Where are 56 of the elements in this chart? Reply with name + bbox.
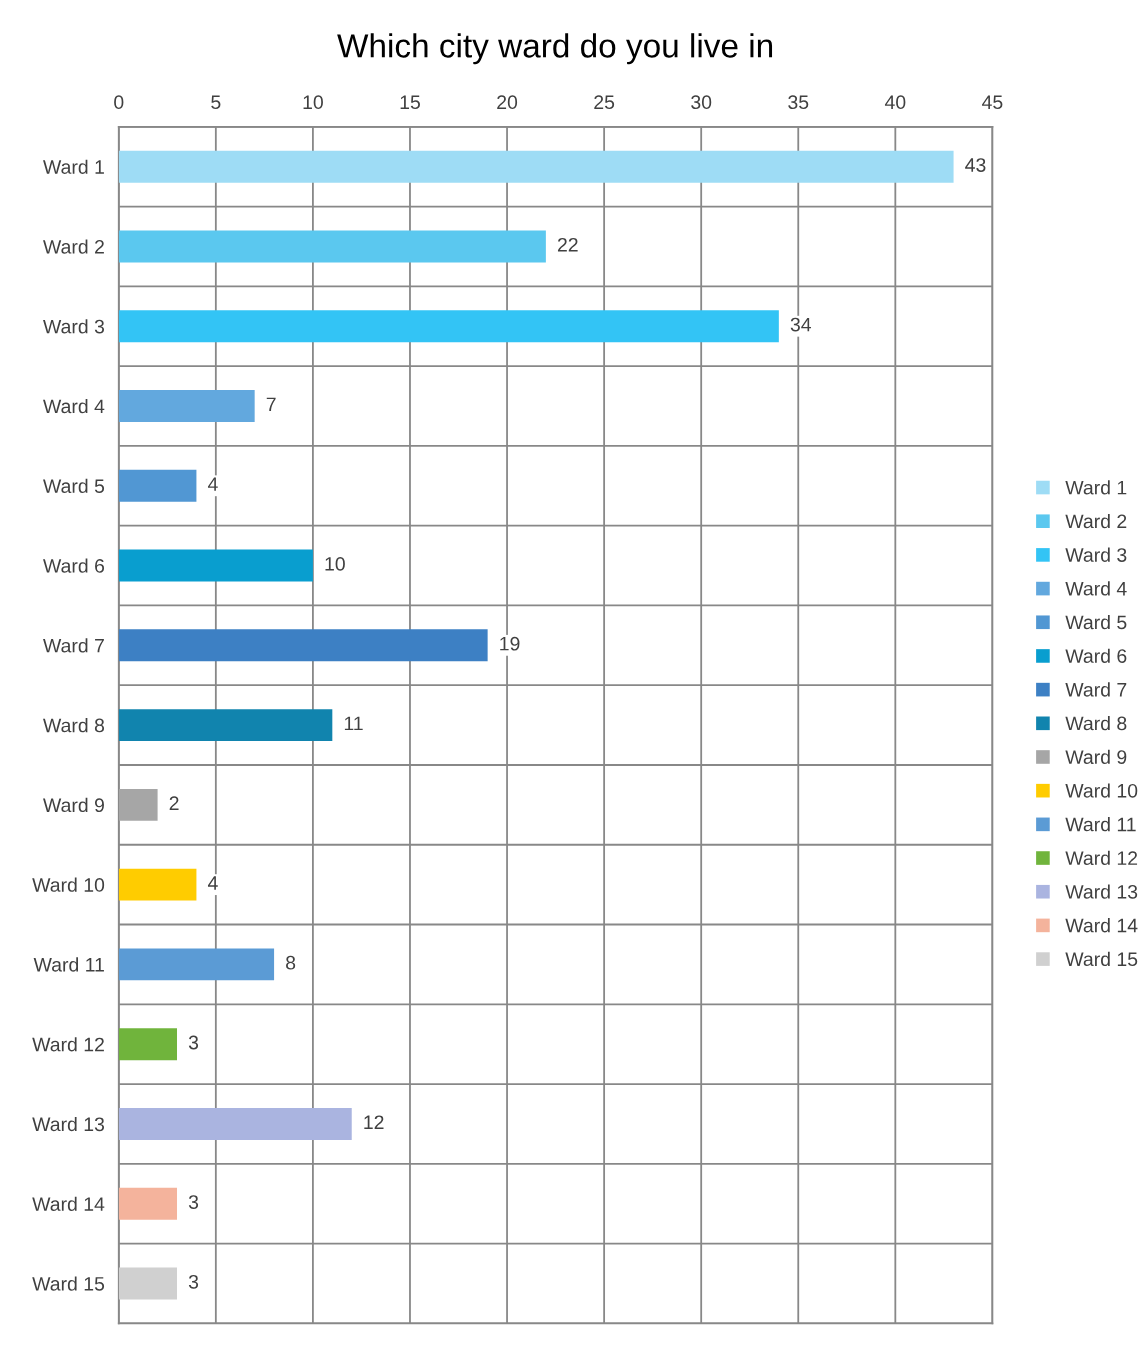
y-tick-label: Ward 4 [43, 398, 105, 414]
y-tick-label: Ward 3 [43, 319, 105, 334]
legend-label: Ward 7 [1065, 682, 1127, 697]
legend-label: Ward 11 [1065, 817, 1136, 832]
y-tick-label: Ward 13 [32, 1116, 105, 1132]
data-label: 4 [207, 876, 218, 890]
legend-label: Ward 8 [1065, 716, 1127, 731]
y-tick-label: Ward 11 [33, 957, 104, 972]
y-tick-label: Ward 5 [43, 478, 105, 494]
legend-label: Ward 13 [1065, 884, 1138, 899]
data-label: 11 [344, 716, 363, 731]
data-label: 34 [790, 317, 812, 332]
legend-label: Ward 6 [1065, 648, 1127, 663]
data-label: 43 [965, 158, 986, 172]
data-label: 3 [188, 1195, 199, 1209]
legend-label: Ward 4 [1065, 581, 1127, 596]
data-label: 7 [266, 397, 276, 412]
legend-label: Ward 10 [1065, 783, 1138, 798]
legend-label: Ward 1 [1065, 480, 1127, 495]
legend-label: Ward 15 [1065, 951, 1138, 967]
y-tick-label: Ward 7 [43, 638, 104, 653]
data-label: 3 [188, 1274, 199, 1289]
x-tick-label: 20 [497, 95, 518, 110]
data-label: 10 [325, 557, 345, 571]
y-tick-label: Ward 8 [43, 718, 105, 733]
data-label: 3 [188, 1035, 199, 1050]
chart-title: Which city ward do you live in [337, 33, 773, 65]
x-tick-label: 30 [691, 95, 712, 110]
y-tick-label: Ward 12 [32, 1037, 104, 1052]
x-tick-label: 40 [884, 95, 906, 110]
y-tick-label: Ward 6 [43, 558, 105, 573]
data-label: 2 [169, 796, 179, 810]
x-tick-label: 5 [211, 95, 221, 110]
x-tick-label: 15 [400, 95, 420, 110]
y-tick-label: Ward 1 [43, 159, 104, 174]
y-tick-label: Ward 9 [43, 797, 104, 813]
legend-label: Ward 5 [1065, 614, 1127, 630]
data-label: 22 [557, 237, 578, 252]
y-tick-label: Ward 15 [32, 1276, 105, 1291]
legend-label: Ward 12 [1065, 850, 1138, 866]
x-tick-label: 45 [982, 95, 1003, 110]
legend-label: Ward 9 [1065, 749, 1127, 764]
y-tick-label: Ward 14 [32, 1196, 105, 1211]
y-tick-label: Ward 10 [32, 877, 105, 892]
data-label: 8 [286, 955, 296, 970]
data-label: 4 [207, 477, 218, 491]
x-tick-label: 10 [303, 95, 323, 110]
legend-label: Ward 14 [1065, 918, 1138, 933]
y-tick-label: Ward 2 [43, 239, 104, 254]
legend-label: Ward 3 [1065, 547, 1127, 562]
x-tick-label: 25 [594, 95, 615, 110]
x-tick-label: 0 [114, 95, 124, 110]
legend-label: Ward 2 [1065, 513, 1127, 529]
x-tick-label: 35 [788, 95, 809, 110]
data-label: 12 [364, 1115, 384, 1129]
data-label: 19 [500, 636, 520, 651]
